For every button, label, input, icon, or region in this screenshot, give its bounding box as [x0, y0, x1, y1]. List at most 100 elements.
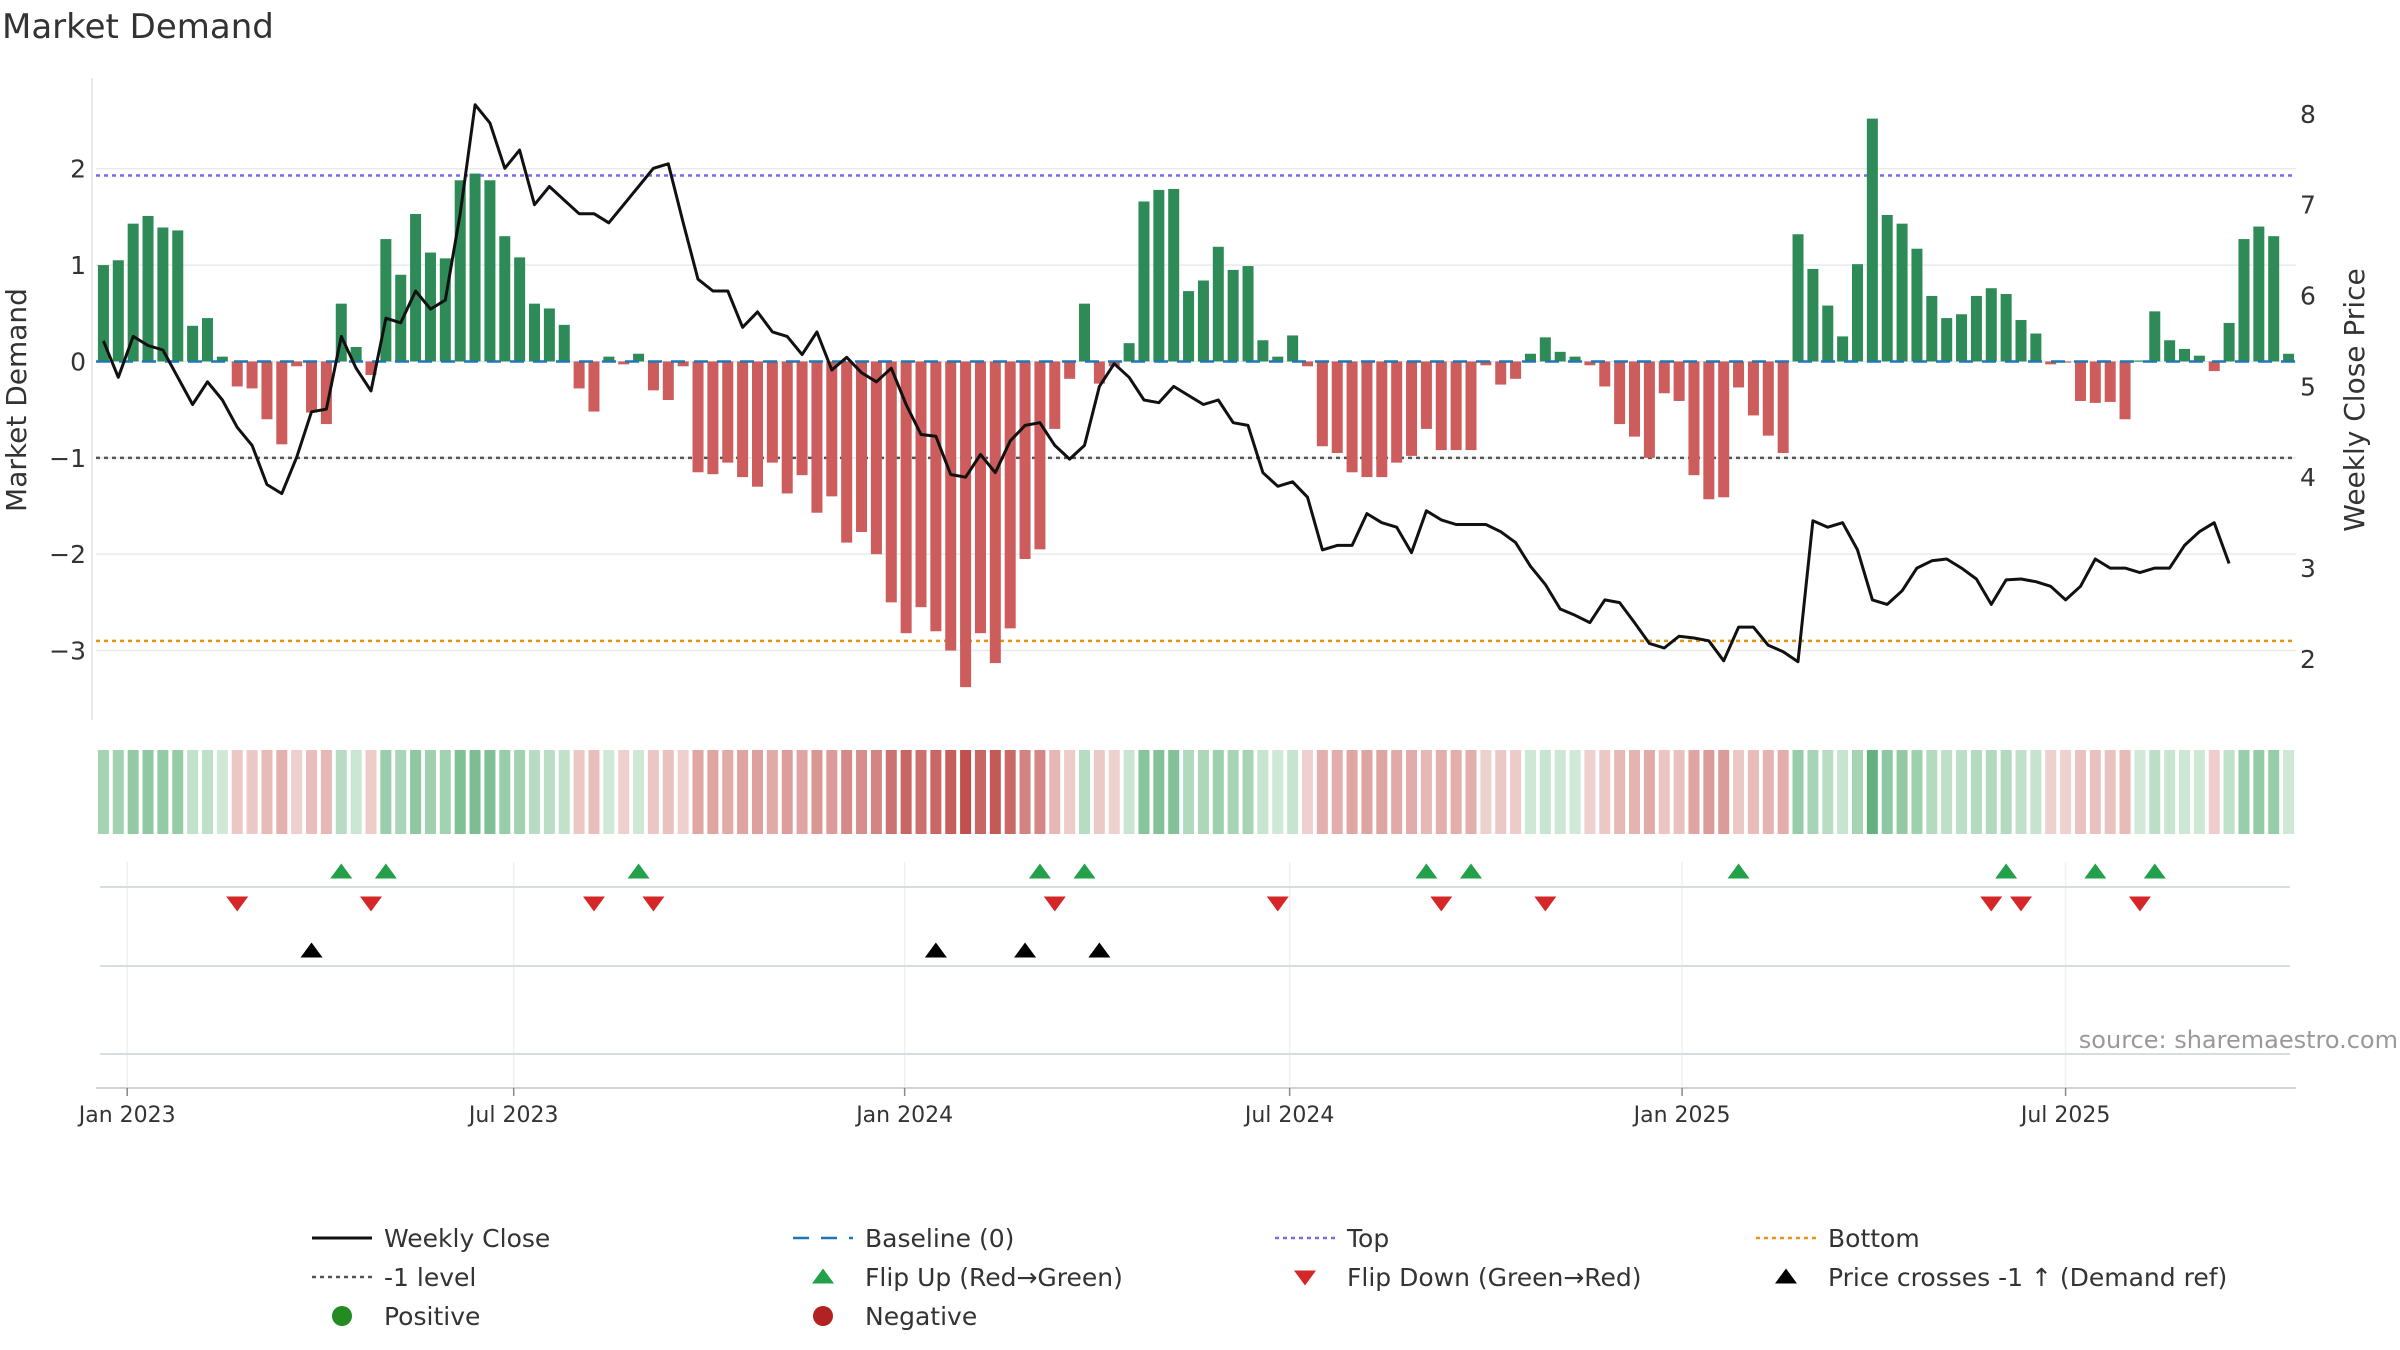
- demand-bar-negative: [1450, 361, 1462, 451]
- demand-bar-positive: [127, 223, 139, 362]
- demand-bar-positive: [1138, 201, 1150, 362]
- heat-cell: [2283, 750, 2295, 834]
- heat-cell: [722, 750, 734, 834]
- demand-bar-positive: [1807, 268, 1819, 362]
- legend-item: Positive: [332, 1302, 480, 1331]
- demand-bar-positive: [1539, 337, 1551, 362]
- y2-axis-label: Weekly Close Price: [2338, 268, 2371, 531]
- heat-cell: [1004, 750, 1016, 834]
- demand-bar-negative: [320, 361, 332, 425]
- demand-bars: [96, 118, 2296, 688]
- heat-cell: [1524, 750, 1536, 834]
- heat-cell: [811, 750, 823, 834]
- demand-bar-negative: [1019, 361, 1031, 559]
- heat-cell: [1019, 750, 1031, 834]
- x-tick-label: Jan 2023: [77, 1103, 176, 1128]
- flip-down-marker: [1430, 896, 1453, 912]
- demand-bar-positive: [216, 356, 228, 362]
- heat-cell: [112, 750, 124, 834]
- heat-cell: [1480, 750, 1492, 834]
- demand-bar-negative: [796, 361, 808, 476]
- heat-cell: [1450, 750, 1462, 834]
- demand-bar-positive: [395, 274, 407, 362]
- heat-cell: [826, 750, 838, 834]
- heat-cell: [870, 750, 882, 834]
- heat-cell: [1851, 750, 1863, 834]
- heat-cell: [2045, 750, 2057, 834]
- legend-label: Top: [1346, 1224, 1389, 1253]
- heat-cell: [1866, 750, 1878, 834]
- heat-cell: [1168, 750, 1180, 834]
- heat-cell: [781, 750, 793, 834]
- heat-cell: [365, 750, 377, 834]
- heat-cell: [945, 750, 957, 834]
- demand-bar-negative: [2045, 361, 2057, 365]
- heat-cell: [97, 750, 109, 834]
- demand-bar-negative: [1614, 361, 1626, 425]
- demand-bar-positive: [439, 258, 451, 362]
- demand-bar-positive: [499, 236, 511, 362]
- heat-cell: [2179, 750, 2191, 834]
- flip-down-marker: [1266, 896, 1289, 912]
- demand-bar-positive: [1911, 248, 1923, 362]
- heat-cell: [1837, 750, 1849, 834]
- demand-bar-positive: [1257, 340, 1269, 362]
- heat-cell: [1495, 750, 1507, 834]
- demand-bar-negative: [1747, 361, 1759, 416]
- demand-bar-negative: [737, 361, 749, 478]
- demand-bar-positive: [484, 180, 496, 362]
- demand-bar-negative: [588, 361, 600, 412]
- price-cross-marker: [924, 942, 947, 958]
- chart-title: Market Demand: [2, 7, 274, 47]
- demand-bar-positive: [1926, 295, 1938, 362]
- heat-cell: [1376, 750, 1388, 834]
- demand-bar-negative: [306, 361, 318, 413]
- heat-cell: [454, 750, 466, 834]
- demand-bar-negative: [974, 361, 986, 634]
- heat-cell: [1673, 750, 1685, 834]
- heat-cell: [647, 750, 659, 834]
- demand-bar-negative: [1301, 361, 1313, 367]
- demand-bar-positive: [1822, 305, 1834, 362]
- flip-up-marker: [374, 863, 397, 879]
- demand-bar-positive: [454, 180, 466, 362]
- legend-item: Price crosses -1 ↑ (Demand ref): [1775, 1263, 2227, 1292]
- demand-bar-positive: [543, 308, 555, 362]
- legend-label: Weekly Close: [384, 1224, 550, 1253]
- heat-cell: [1316, 750, 1328, 834]
- demand-bar-positive: [1272, 356, 1284, 362]
- legend-item: Negative: [813, 1302, 977, 1331]
- demand-bar-negative: [1495, 361, 1507, 385]
- legend-item: Weekly Close: [312, 1224, 550, 1253]
- demand-bar-negative: [1703, 361, 1715, 500]
- legend-swatch: [332, 1306, 352, 1326]
- heat-cell: [231, 750, 243, 834]
- demand-bar-positive: [2179, 348, 2191, 362]
- demand-bar-negative: [1688, 361, 1700, 476]
- demand-bar-positive: [1792, 234, 1804, 362]
- heat-cell: [1911, 750, 1923, 834]
- heat-cell: [900, 750, 912, 834]
- y-tick-label: −3: [49, 637, 86, 666]
- demand-bar-negative: [1093, 361, 1105, 384]
- heat-cell: [1420, 750, 1432, 834]
- demand-bar-positive: [603, 356, 615, 362]
- y-tick-label: 2: [70, 155, 86, 184]
- y2-tick-label: 7: [2300, 191, 2316, 220]
- heat-cell: [1331, 750, 1343, 834]
- demand-bar-positive: [410, 214, 422, 362]
- heat-cell: [172, 750, 184, 834]
- legend-swatch: [1775, 1268, 1797, 1284]
- flip-up-marker: [1415, 863, 1438, 879]
- heat-cell: [1941, 750, 1953, 834]
- heat-cell: [558, 750, 570, 834]
- y-tick-label: 0: [70, 347, 86, 376]
- heat-cell: [2060, 750, 2072, 834]
- y-tick-label: −2: [49, 540, 86, 569]
- demand-bar-positive: [1242, 266, 1254, 362]
- demand-bar-negative: [2074, 361, 2086, 401]
- x-tick-label: Jan 2024: [854, 1103, 953, 1128]
- demand-bar-positive: [2193, 355, 2205, 362]
- demand-bar-negative: [2104, 361, 2116, 402]
- heat-cell: [2208, 750, 2220, 834]
